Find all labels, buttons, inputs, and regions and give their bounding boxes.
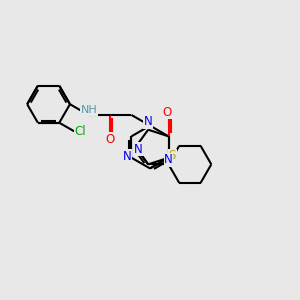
Text: N: N [123, 150, 131, 163]
Text: N: N [143, 115, 152, 128]
Text: N: N [164, 153, 173, 167]
Text: O: O [162, 106, 172, 118]
Text: O: O [105, 133, 115, 146]
Text: Cl: Cl [74, 125, 86, 138]
Text: N: N [134, 143, 143, 156]
Text: NH: NH [81, 105, 98, 115]
Text: S: S [169, 149, 176, 162]
